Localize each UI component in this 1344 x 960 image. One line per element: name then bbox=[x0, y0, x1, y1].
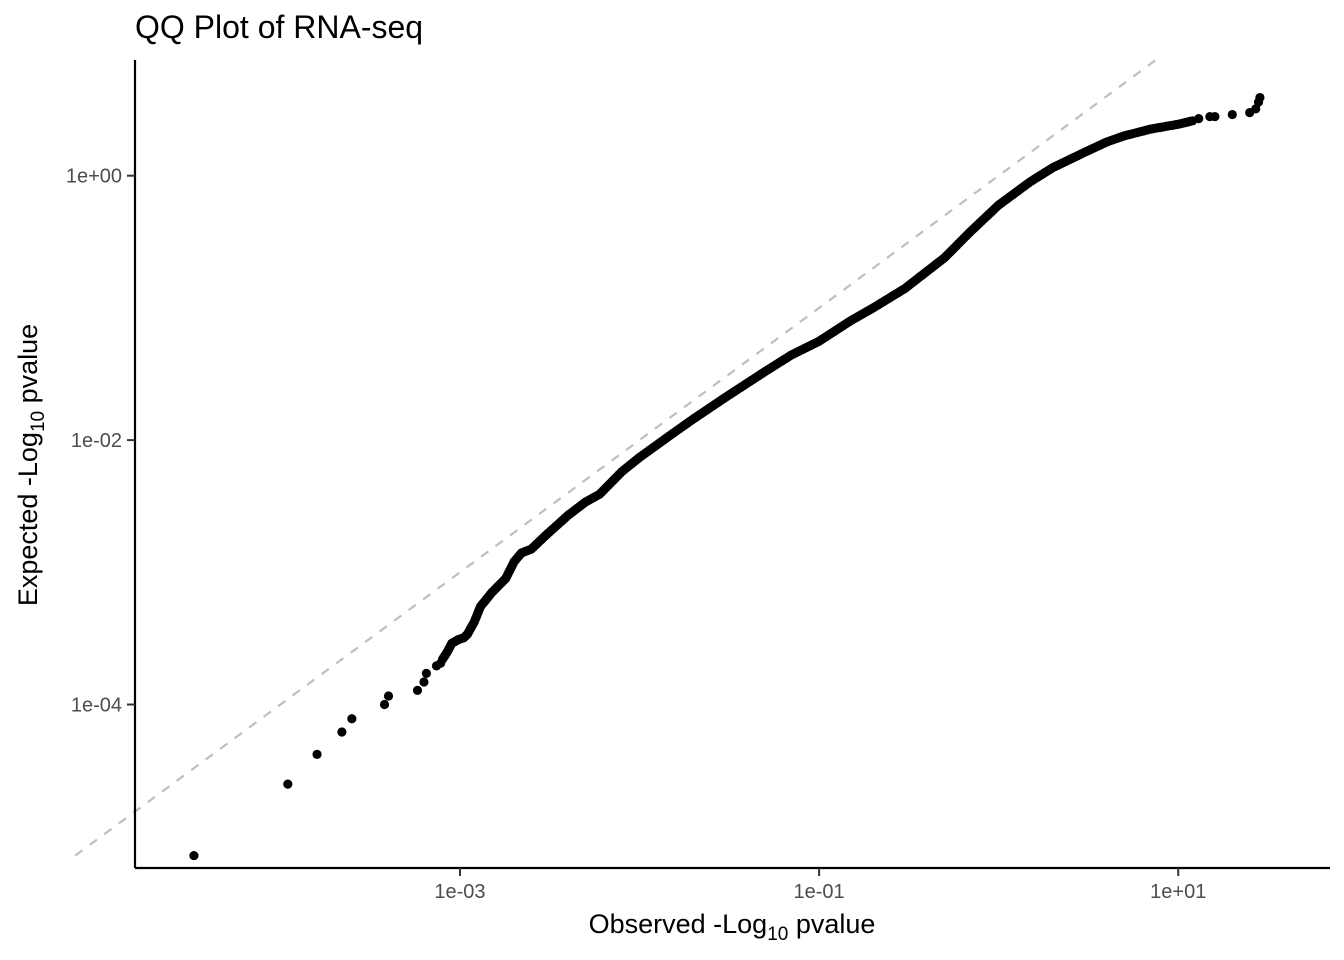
data-point bbox=[337, 727, 347, 737]
data-point bbox=[312, 749, 322, 759]
x-axis-ticks: 1e-03 1e-01 1e+01 bbox=[434, 868, 1206, 903]
data-point bbox=[283, 779, 293, 789]
data-points bbox=[189, 92, 1265, 861]
data-point bbox=[1210, 111, 1220, 122]
x-tick-label: 1e-03 bbox=[434, 881, 485, 903]
data-point bbox=[1194, 114, 1204, 124]
y-axis-label: Expected -Log10 pvalue bbox=[13, 324, 49, 606]
x-axis-label-suffix: pvalue bbox=[788, 909, 875, 939]
x-axis-label-prefix: Observed -Log bbox=[589, 909, 768, 939]
x-axis-label-subscript: 10 bbox=[767, 924, 788, 945]
chart-title: QQ Plot of RNA-seq bbox=[135, 9, 423, 45]
y-tick-label: 1e-04 bbox=[71, 695, 122, 717]
data-point bbox=[1227, 109, 1237, 120]
data-point bbox=[379, 699, 390, 710]
data-point bbox=[383, 691, 394, 701]
y-tick-label: 1e+00 bbox=[66, 166, 122, 188]
y-axis-label-prefix: Expected -Log bbox=[13, 432, 43, 606]
data-point bbox=[189, 850, 199, 861]
y-axis-label-suffix: pvalue bbox=[13, 324, 43, 411]
x-axis-label: Observed -Log10 pvalue bbox=[589, 909, 876, 945]
data-point bbox=[1255, 92, 1265, 103]
x-tick-label: 1e-01 bbox=[794, 881, 845, 903]
data-point bbox=[347, 714, 357, 724]
data-point bbox=[421, 668, 431, 678]
x-tick-label: 1e+01 bbox=[1150, 881, 1206, 903]
y-axis-label-subscript: 10 bbox=[28, 411, 49, 432]
data-point bbox=[419, 677, 429, 687]
y-tick-label: 1e-02 bbox=[71, 430, 122, 452]
data-point bbox=[412, 685, 423, 695]
y-axis-ticks: 1e-04 1e-02 1e+00 bbox=[66, 166, 135, 717]
reference-line bbox=[74, 59, 1157, 857]
